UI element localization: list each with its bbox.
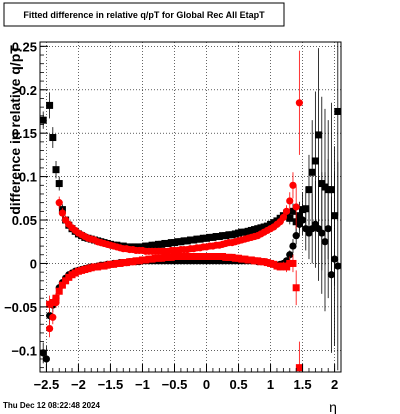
- data-point-square: [46, 101, 54, 109]
- y-tick-label: 0.25: [12, 39, 37, 54]
- y-tick-label: −0.1: [11, 343, 37, 358]
- data-point-circle: [52, 298, 60, 307]
- data-point-square: [334, 107, 342, 115]
- y-tick-label: −0.05: [4, 300, 37, 315]
- x-axis-ticks: −2.5 −2 −1.5 −1 −0.5 0 0.5 1 1.5 2: [34, 364, 342, 392]
- data-point-circle: [55, 199, 63, 207]
- y-tick-label: 0.05: [12, 213, 37, 228]
- data-point-square: [58, 281, 66, 289]
- y-axis-ticks: −0.1 −0.05 0 0.05 0.1 0.15 0.2 0.25: [4, 39, 48, 369]
- data-point-square: [327, 186, 335, 194]
- data-point-circle: [49, 313, 57, 321]
- data-point-square: [39, 116, 47, 124]
- data-point-circle: [58, 209, 67, 217]
- data-point-circle: [298, 216, 307, 224]
- data-point-circle: [289, 181, 297, 189]
- data-point-circle: [286, 197, 294, 205]
- data-point-circle: [279, 213, 287, 222]
- data-point-square: [295, 364, 303, 372]
- data-point-square: [286, 214, 294, 222]
- data-point-circle: [295, 99, 303, 107]
- data-point-square: [289, 207, 297, 215]
- data-point-circle: [318, 229, 326, 237]
- data-point-square: [55, 287, 63, 295]
- x-tick-label: −1: [135, 377, 150, 392]
- x-axis-label: η: [329, 399, 337, 414]
- data-point-circle: [292, 203, 300, 211]
- title-frame: [3, 2, 285, 27]
- data-point-square: [308, 168, 316, 176]
- data-point-circle: [334, 262, 342, 270]
- data-point-square: [315, 131, 323, 139]
- x-tick-label: −2: [71, 377, 86, 392]
- x-tick-label: 1.5: [294, 377, 312, 392]
- data-point-square: [289, 259, 297, 267]
- data-point-square: [311, 157, 319, 165]
- data-point-circle: [324, 225, 332, 233]
- y-tick-label: 0.2: [19, 83, 37, 98]
- x-tick-label: −1.5: [98, 377, 124, 392]
- data-point-square: [52, 166, 60, 174]
- data-point-square: [49, 134, 57, 142]
- x-tick-label: 0: [203, 377, 210, 392]
- data-point-circle: [46, 324, 54, 333]
- data-point-circle: [39, 349, 47, 357]
- x-tick-label: 2: [331, 377, 338, 392]
- data-point-square: [305, 186, 313, 194]
- x-tick-label: 0.5: [229, 377, 247, 392]
- data-point-circle: [42, 355, 51, 363]
- x-tick-label: −0.5: [162, 377, 188, 392]
- data-point-circle: [330, 255, 339, 263]
- data-point-circle: [327, 271, 335, 279]
- grid-lines: [40, 42, 341, 372]
- series-circle-markers: [46, 50, 303, 338]
- data-point-square: [292, 284, 300, 292]
- timestamp-text: Thu Dec 12 08:22:48 2024: [3, 401, 100, 410]
- data-point-circle: [289, 242, 297, 250]
- x-tick-label: 1: [267, 377, 274, 392]
- y-axis-label: difference in relative q/pT: [7, 45, 23, 215]
- chart-title-box: Fitted difference in relative q/pT for G…: [3, 2, 285, 27]
- data-point-circle: [282, 207, 291, 215]
- x-tick-label: −2.5: [34, 377, 60, 392]
- y-tick-label: 0.15: [12, 126, 37, 141]
- plot-frame: [39, 41, 342, 373]
- data-point-circle: [286, 251, 294, 259]
- chart-title: Fitted difference in relative q/pT for G…: [23, 10, 265, 20]
- data-point-square: [55, 180, 63, 188]
- data-point-circle: [292, 232, 300, 240]
- data-point-circle: [321, 238, 329, 246]
- data-series: [39, 42, 342, 372]
- y-tick-label: 0.1: [19, 170, 37, 185]
- y-tick-label: 0: [30, 256, 37, 271]
